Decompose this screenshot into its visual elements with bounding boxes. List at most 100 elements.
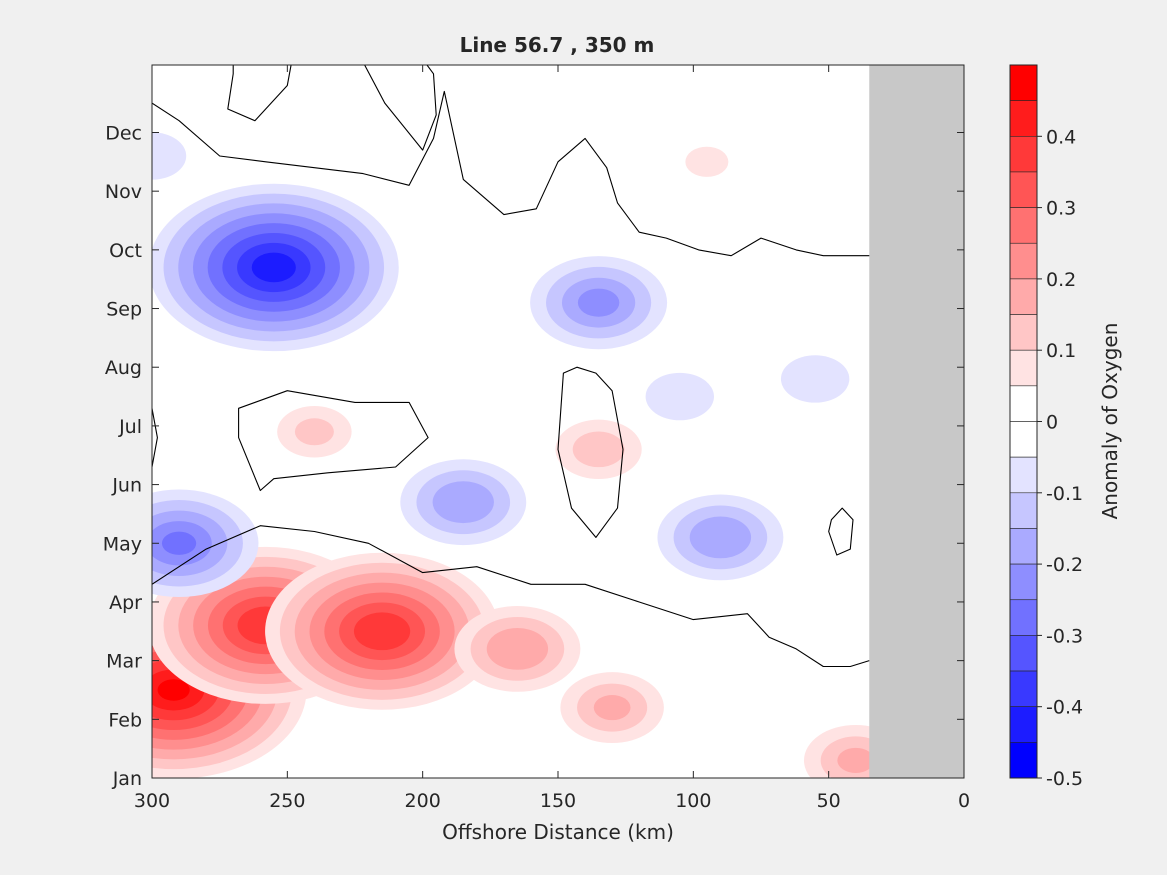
colorbar-swatch <box>1009 456 1038 494</box>
colorbar-tick-label: -0.5 <box>1046 768 1083 790</box>
anomaly-feature <box>685 146 729 177</box>
colorbar: 0.4 0.3 0.2 0.1 0 -0.1 -0.2 -0.3 -0.4 -0.5 Anomal… <box>1009 64 1122 790</box>
x-tick-label: 250 <box>269 790 305 812</box>
colorbar-label: Anomaly of Oxygen <box>1098 323 1122 520</box>
anomaly-level <box>577 288 620 317</box>
x-tick-label: 300 <box>134 790 170 812</box>
x-tick-label: 200 <box>405 790 441 812</box>
y-tick-label: Jul <box>118 416 142 438</box>
y-tick-label: Dec <box>105 122 142 144</box>
colorbar-swatch <box>1009 278 1038 315</box>
anomaly-feature <box>400 459 527 546</box>
anomaly-level <box>486 627 549 670</box>
anomaly-level <box>780 355 850 403</box>
anomaly-level <box>152 132 187 180</box>
colorbar-swatch <box>1009 635 1038 672</box>
anomaly-level <box>645 372 714 421</box>
anomaly-feature <box>645 372 714 421</box>
anomaly-feature <box>265 552 500 710</box>
zero-contour-line <box>238 390 429 492</box>
y-tick-label: Jun <box>111 475 142 497</box>
colorbar-swatch <box>1009 742 1038 779</box>
colorbar-swatch <box>1009 242 1038 280</box>
colorbar-tick-label: 0.4 <box>1046 126 1076 148</box>
x-tick-label: 50 <box>817 790 841 812</box>
zero-contour-line <box>152 525 870 668</box>
x-tick-label: 150 <box>540 790 576 812</box>
anomaly-feature <box>657 494 784 581</box>
plot-area <box>151 64 965 779</box>
colorbar-swatch <box>1009 171 1038 208</box>
y-tick-label: Oct <box>109 240 142 262</box>
zero-contours <box>152 65 870 668</box>
colorbar-swatch <box>1009 64 1038 101</box>
anomaly-feature <box>555 419 642 480</box>
y-tick-label: Nov <box>105 181 142 203</box>
zero-contour-line <box>557 366 624 538</box>
colorbar-swatch <box>1009 421 1038 458</box>
y-tick-label: May <box>103 533 142 555</box>
colorbar-swatch <box>1009 314 1038 351</box>
anomaly-level <box>161 531 197 555</box>
anomaly-feature <box>152 489 259 598</box>
x-tick-label: 100 <box>675 790 711 812</box>
anomaly-feature <box>780 355 850 403</box>
colorbar-swatch <box>1009 528 1038 565</box>
anomaly-field <box>152 132 908 778</box>
anomaly-feature <box>454 605 581 692</box>
colorbar-tick-label: 0.1 <box>1046 340 1076 362</box>
y-tick-label: Mar <box>106 651 142 673</box>
anomaly-level <box>251 252 296 283</box>
colorbar-tick-label: 0.2 <box>1046 269 1076 291</box>
anomaly-level <box>593 695 631 721</box>
chart-title: Line 56.7 , 350 m <box>460 33 655 57</box>
colorbar-tick-label: -0.4 <box>1046 697 1083 719</box>
colorbar-swatches <box>1009 64 1038 779</box>
zero-contour-line <box>227 65 292 122</box>
y-tick-label: Jan <box>112 768 142 790</box>
colorbar-swatch <box>1009 385 1038 422</box>
anomaly-feature <box>152 183 399 352</box>
anomaly-feature <box>560 672 664 744</box>
colorbar-swatch <box>1009 706 1038 743</box>
zero-contour-line <box>152 408 158 468</box>
y-axis: Jan Feb Mar Apr May Jun Jul Aug Sep Oct Nov Dec <box>103 122 964 790</box>
anomaly-feature <box>530 256 668 350</box>
anomaly-feature <box>152 132 187 180</box>
y-tick-label: Feb <box>108 709 142 731</box>
colorbar-tick-label: -0.3 <box>1046 625 1083 647</box>
colorbar-tick-label: 0.3 <box>1046 198 1076 220</box>
colorbar-swatch <box>1009 599 1038 636</box>
y-tick-label: Apr <box>109 592 142 614</box>
no-data-region <box>869 65 964 778</box>
colorbar-tick-label: -0.2 <box>1046 554 1083 576</box>
zero-contour-line <box>152 90 870 257</box>
colorbar-tick-label: 0 <box>1046 412 1058 434</box>
anomaly-level <box>837 747 875 773</box>
colorbar-swatch <box>1009 349 1038 387</box>
colorbar-swatch <box>1009 100 1038 137</box>
x-axis-label: Offshore Distance (km) <box>442 820 674 844</box>
anomaly-feature <box>277 406 352 458</box>
y-tick-label: Sep <box>106 299 142 321</box>
colorbar-swatch <box>1009 136 1038 173</box>
colorbar-tick-label: -0.1 <box>1046 483 1083 505</box>
zero-contour-line <box>364 65 437 151</box>
anomaly-level <box>572 431 625 468</box>
anomaly-level <box>353 612 411 651</box>
anomaly-level <box>294 418 334 446</box>
anomaly-level <box>685 146 729 177</box>
colorbar-ticks: 0.4 0.3 0.2 0.1 0 -0.1 -0.2 -0.3 -0.4 -0.5 <box>1037 126 1083 790</box>
anomaly-level <box>157 679 190 701</box>
x-axis: 300 250 200 150 100 50 0 <box>134 65 970 812</box>
colorbar-swatch <box>1009 670 1038 707</box>
y-tick-label: Aug <box>105 357 142 379</box>
colorbar-swatch <box>1009 563 1038 601</box>
colorbar-swatch <box>1009 492 1038 529</box>
zero-contour-line <box>828 507 854 556</box>
colorbar-swatch <box>1009 207 1038 244</box>
anomaly-level <box>432 481 494 524</box>
x-tick-label: 0 <box>958 790 970 812</box>
anomaly-level <box>689 516 752 559</box>
